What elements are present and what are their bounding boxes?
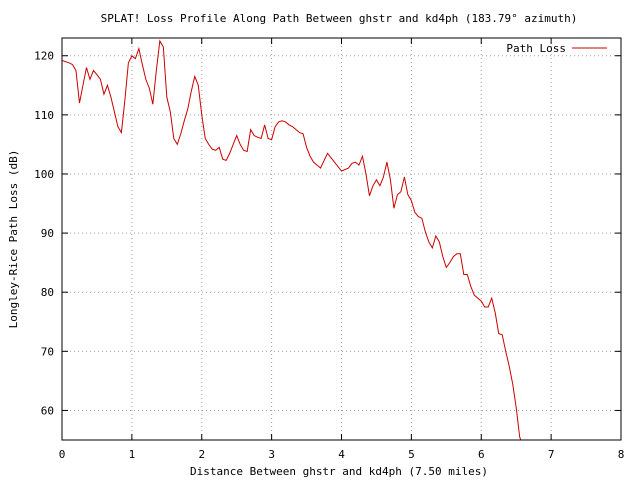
axis-ticks: 0 1 2 3 4 5 6 7 8 60 70 80 90 100 110 120 [34, 38, 624, 461]
y-tick-label: 120 [34, 50, 54, 63]
legend: Path Loss [506, 42, 607, 55]
x-tick-label: 3 [268, 448, 275, 461]
x-tick-label: 6 [478, 448, 485, 461]
grid [62, 38, 621, 440]
x-tick-label: 1 [129, 448, 136, 461]
chart-title: SPLAT! Loss Profile Along Path Between g… [101, 12, 578, 25]
legend-label-path-loss: Path Loss [506, 42, 566, 55]
x-axis-label: Distance Between ghstr and kd4ph (7.50 m… [190, 465, 488, 478]
x-tick-label: 5 [408, 448, 415, 461]
y-axis-label: Longley-Rice Path Loss (dB) [7, 150, 20, 329]
path-loss-line [62, 39, 522, 440]
x-tick-label: 0 [59, 448, 66, 461]
x-tick-label: 2 [198, 448, 205, 461]
y-tick-label: 80 [41, 286, 54, 299]
y-tick-label: 90 [41, 227, 54, 240]
y-tick-label: 110 [34, 109, 54, 122]
x-tick-label: 4 [338, 448, 345, 461]
y-tick-label: 60 [41, 404, 54, 417]
x-tick-label: 8 [618, 448, 625, 461]
x-tick-label: 7 [548, 448, 555, 461]
y-tick-label: 70 [41, 345, 54, 358]
y-tick-label: 100 [34, 168, 54, 181]
